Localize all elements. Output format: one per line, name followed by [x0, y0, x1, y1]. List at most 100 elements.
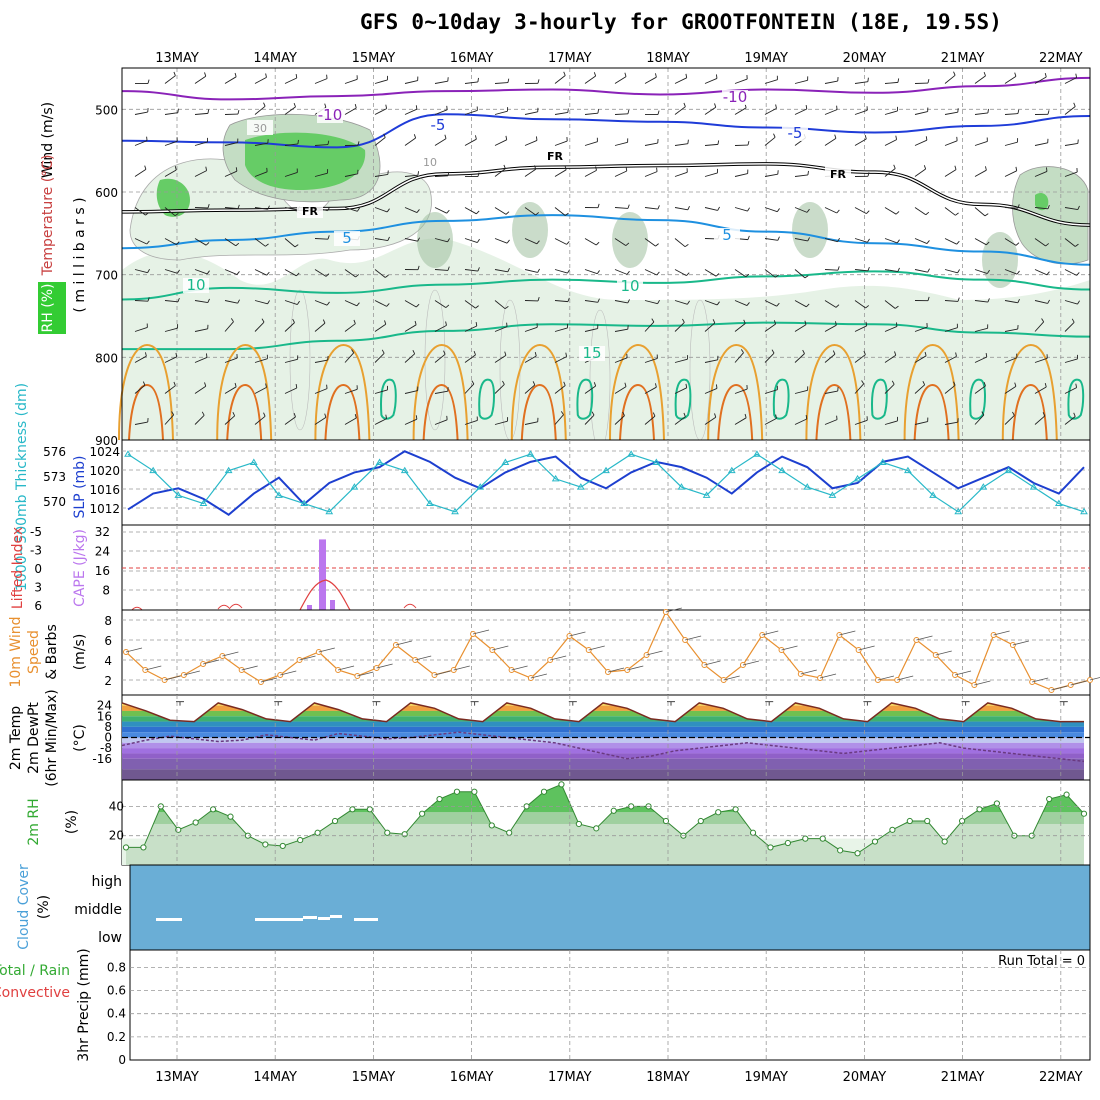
wind-barb-flag	[146, 240, 150, 245]
wind-barb-flag	[655, 243, 659, 247]
surface-temp-loop-inner	[226, 383, 263, 441]
wind-barb	[884, 207, 897, 215]
temp-band	[122, 758, 1084, 770]
wind-barb	[644, 386, 657, 394]
wind-barb	[794, 269, 806, 279]
wind-barb-flag	[925, 211, 930, 216]
wind-barb	[494, 384, 505, 394]
rh2m-point	[593, 825, 600, 832]
wind-barb	[1034, 300, 1048, 304]
wind-barb	[374, 389, 388, 394]
wind-barb	[524, 207, 536, 216]
wind-barb	[284, 106, 296, 115]
wind-barb	[134, 169, 147, 177]
wind-barb	[884, 238, 898, 244]
rh2m-point	[297, 836, 304, 844]
wind-barb	[974, 385, 986, 394]
thickness-marker	[853, 474, 862, 482]
wind-barb-flag	[867, 77, 869, 82]
wind-barb	[404, 390, 418, 394]
wind-barb	[344, 78, 358, 84]
rh2m-point	[506, 829, 513, 836]
wind-barb	[344, 323, 356, 332]
wind-barb	[674, 300, 688, 305]
wind-barb	[224, 269, 238, 275]
rh-area-blob	[512, 202, 548, 258]
surface-temp-loop-inner	[619, 383, 655, 441]
wind-barb	[254, 300, 268, 305]
rh2m-point	[1080, 810, 1088, 817]
cloud-low-bar	[354, 918, 378, 921]
wind-barb-flag	[293, 102, 296, 108]
wind10m-barb	[145, 665, 162, 671]
lifted-tick: -3	[30, 544, 42, 558]
slp-line	[127, 450, 1085, 516]
wind10m-barb	[704, 660, 721, 666]
wind10m-label-b: Speed	[26, 630, 42, 674]
top-date-label: 19MAY	[744, 51, 788, 66]
thickness-line	[127, 453, 1085, 513]
wind-barb	[584, 269, 598, 275]
wind-barb	[434, 138, 447, 146]
thickness-marker	[275, 491, 283, 498]
thickness-marker	[677, 483, 686, 490]
wind-barb-flag	[927, 79, 930, 84]
wind-barb-flag	[597, 203, 600, 208]
wind-barb	[344, 300, 358, 307]
wind-barb	[884, 269, 898, 272]
wind-barb	[404, 238, 418, 242]
wind-barb-flag	[354, 414, 357, 419]
wind-barb-flag	[1073, 102, 1076, 107]
wind-barb	[584, 169, 597, 177]
wind-barb	[764, 417, 777, 425]
surface-temp-loop	[1001, 343, 1058, 441]
bottom-date-label: 22MAY	[1039, 1070, 1083, 1085]
wind-barb	[764, 300, 777, 307]
wind-barb	[914, 326, 928, 332]
wind-barb	[494, 269, 508, 273]
rh2m-point	[837, 847, 844, 854]
cape-label: CAPE (J/kg)	[72, 529, 88, 607]
wind-barb-flag	[413, 134, 417, 139]
temp-bands	[122, 702, 1084, 780]
wind-barb	[1064, 416, 1076, 425]
wind-barb	[554, 269, 568, 274]
surface-temp-loop-inner	[422, 383, 459, 441]
wind-barb	[524, 326, 538, 332]
thickness-marker	[1004, 466, 1013, 474]
wind-barb	[254, 105, 266, 115]
wind-barb	[134, 269, 148, 274]
wind-barb-flag	[564, 212, 569, 216]
wind-barb	[974, 327, 988, 332]
wind-barb-flag	[564, 165, 567, 170]
wind-barb-flag	[322, 319, 326, 324]
wind-barb-flag	[177, 269, 180, 274]
wind-barb-flag	[447, 266, 450, 271]
wind-barb	[614, 113, 629, 115]
wind10m-barb	[1032, 677, 1049, 683]
wind-barb	[404, 300, 417, 308]
wind10m-barb	[164, 675, 181, 681]
wind-barb-flag	[685, 73, 688, 78]
wind10m-barb	[183, 670, 200, 676]
wind10m-barb	[241, 665, 258, 671]
wind-barb-flag	[895, 322, 898, 327]
contour-label-bg	[714, 228, 740, 243]
wind-barb	[224, 386, 237, 394]
wind-barb	[254, 238, 266, 247]
wind-barb	[224, 300, 238, 304]
lifted-tick: 6	[34, 599, 42, 613]
wind-barb	[194, 269, 208, 275]
bottom-date-label: 21MAY	[941, 1070, 985, 1085]
wind-barb	[134, 384, 146, 394]
wind-barb	[914, 168, 926, 177]
top-date-label: 13MAY	[155, 51, 199, 66]
wind-barb-flag	[204, 382, 207, 387]
wind-barb	[674, 77, 687, 84]
wind-barb	[1004, 386, 1017, 394]
wind-barb-flag	[685, 383, 688, 388]
wind-barb	[374, 352, 385, 363]
temperature-contour	[121, 76, 1091, 101]
pressure-tick: 900	[95, 434, 118, 448]
thickness-marker	[602, 466, 610, 474]
